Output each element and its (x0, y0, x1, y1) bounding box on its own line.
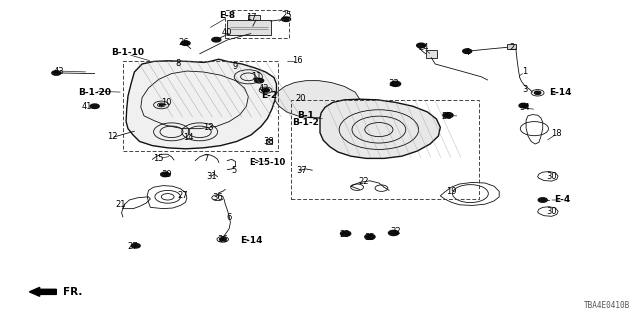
Bar (225, 10, 289, 38)
Text: 36: 36 (218, 235, 228, 244)
Polygon shape (320, 99, 440, 158)
Circle shape (159, 104, 163, 106)
Text: E-14: E-14 (548, 88, 572, 97)
Circle shape (388, 230, 399, 236)
Circle shape (443, 113, 453, 118)
Text: 31: 31 (206, 172, 216, 181)
Text: 3: 3 (522, 85, 527, 94)
Text: 34: 34 (520, 103, 530, 112)
Polygon shape (126, 59, 276, 149)
Text: 18: 18 (552, 129, 562, 138)
Text: 39: 39 (161, 170, 172, 179)
Circle shape (463, 49, 471, 53)
Text: E-2: E-2 (260, 92, 277, 100)
Text: 40: 40 (222, 28, 232, 37)
Circle shape (255, 78, 264, 83)
Text: 28: 28 (442, 112, 452, 121)
Text: E-15-10: E-15-10 (250, 158, 285, 167)
Text: 20: 20 (296, 94, 306, 103)
Circle shape (463, 49, 472, 53)
Text: 12: 12 (107, 132, 117, 141)
Text: B-1-20: B-1-20 (78, 88, 111, 97)
Text: 35: 35 (365, 233, 375, 242)
Circle shape (534, 91, 541, 94)
Text: 10: 10 (161, 98, 172, 107)
Circle shape (220, 238, 226, 241)
Circle shape (340, 231, 351, 236)
Bar (291, 100, 479, 199)
Circle shape (52, 71, 61, 75)
Text: B-1-2: B-1-2 (292, 118, 319, 127)
Circle shape (390, 81, 401, 86)
Polygon shape (275, 81, 360, 118)
Bar (266, 139, 272, 144)
Text: 43: 43 (54, 68, 64, 76)
Circle shape (181, 41, 190, 45)
Circle shape (519, 103, 528, 108)
Text: 30: 30 (547, 207, 557, 216)
Text: 11: 11 (251, 72, 261, 81)
Text: 17: 17 (246, 13, 257, 22)
Circle shape (365, 234, 375, 239)
Text: 5: 5 (231, 166, 236, 175)
Circle shape (417, 43, 426, 48)
Circle shape (212, 37, 221, 42)
Text: 27: 27 (128, 242, 138, 251)
Text: TBA4E0410B: TBA4E0410B (584, 301, 630, 310)
Text: 19: 19 (446, 188, 456, 196)
Circle shape (282, 17, 291, 21)
Bar (123, 61, 278, 151)
Text: 36: 36 (212, 193, 223, 202)
Text: 4: 4 (465, 48, 470, 57)
Text: 21: 21 (115, 200, 125, 209)
Text: 15: 15 (154, 154, 164, 163)
Text: 22: 22 (358, 177, 369, 186)
Text: 8: 8 (175, 60, 180, 68)
Text: 24: 24 (419, 43, 429, 52)
Text: E-4: E-4 (554, 195, 570, 204)
Text: 14: 14 (184, 133, 194, 142)
Bar (248, 15, 260, 20)
FancyArrow shape (29, 287, 56, 296)
Text: 25: 25 (282, 12, 292, 20)
Bar (507, 44, 516, 49)
Text: 29: 29 (339, 230, 349, 239)
Text: 6: 6 (227, 213, 232, 222)
Text: FR.: FR. (63, 287, 82, 297)
Circle shape (161, 172, 170, 177)
Circle shape (131, 244, 140, 248)
Text: 33: 33 (388, 79, 399, 88)
Text: 42: 42 (259, 84, 269, 93)
Circle shape (538, 198, 547, 202)
Text: B-1: B-1 (297, 111, 314, 120)
Text: 2: 2 (509, 44, 515, 52)
Text: B-1-10: B-1-10 (111, 48, 145, 57)
Text: 38: 38 (264, 137, 274, 146)
Text: 32: 32 (390, 227, 401, 236)
Bar (227, 20, 271, 35)
Text: 9: 9 (232, 62, 237, 71)
Text: 26: 26 (179, 38, 189, 47)
Text: 37: 37 (297, 166, 307, 175)
Text: 30: 30 (547, 172, 557, 181)
Text: 7: 7 (204, 154, 209, 163)
Bar (426, 50, 437, 58)
Text: 1: 1 (522, 67, 527, 76)
Text: 13: 13 (203, 124, 213, 132)
Text: E-14: E-14 (239, 236, 262, 245)
Circle shape (262, 88, 269, 92)
Circle shape (90, 104, 99, 108)
Text: E-8: E-8 (219, 11, 236, 20)
Text: 16: 16 (292, 56, 303, 65)
Text: 41: 41 (81, 102, 92, 111)
Text: 27: 27 (177, 191, 188, 200)
